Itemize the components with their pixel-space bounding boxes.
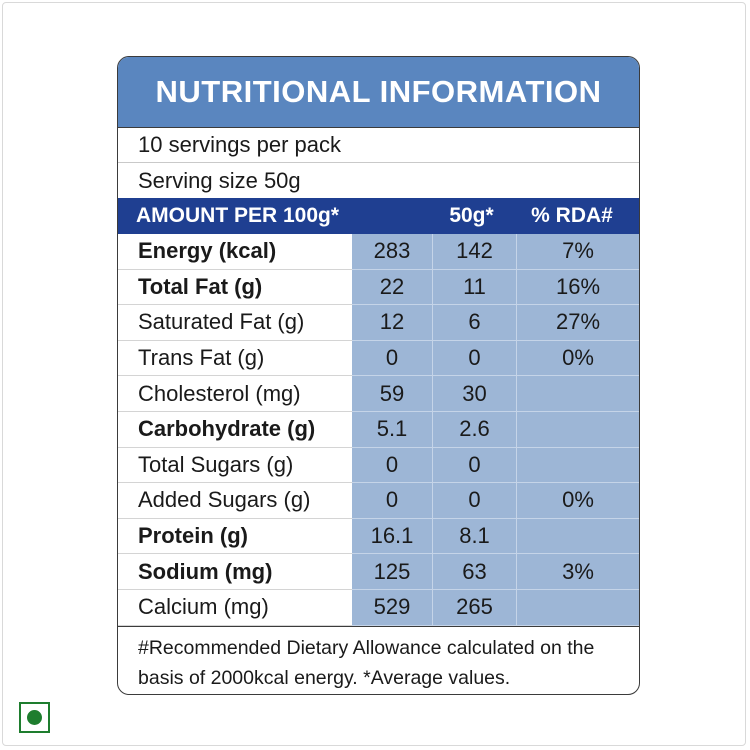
- table-body: Energy (kcal) 283 142 7% Total Fat (g) 22 11 16…: [118, 234, 639, 626]
- value-per-serving: 265: [433, 589, 517, 626]
- value-rda: [517, 411, 639, 448]
- table-row: Sodium (mg) 125 63 3%: [118, 554, 639, 590]
- value-rda: [517, 447, 639, 484]
- table-row: Energy (kcal) 283 142 7%: [118, 234, 639, 270]
- value-per-100g: 0: [352, 447, 433, 484]
- value-per-serving: 0: [433, 483, 517, 519]
- value-per-100g: 12: [352, 305, 433, 341]
- value-rda: [517, 376, 639, 412]
- value-per-100g: 283: [352, 234, 433, 270]
- table-row: Trans Fat (g) 0 0 0%: [118, 340, 639, 377]
- header-per-serving: 50g*: [449, 204, 494, 227]
- value-rda: 7%: [517, 234, 639, 270]
- value-per-100g: 5.1: [352, 411, 433, 448]
- value-per-100g: 0: [352, 340, 433, 377]
- value-per-serving: 30: [433, 376, 517, 412]
- nutrient-label: Total Sugars (g): [118, 447, 352, 484]
- table-row: Calcium (mg) 529 265: [118, 589, 639, 626]
- value-per-100g: 22: [352, 269, 433, 306]
- nutrient-label: Added Sugars (g): [118, 483, 352, 519]
- table-row: Carbohydrate (g) 5.1 2.6: [118, 411, 639, 448]
- header-amount: AMOUNT PER 100g*: [136, 204, 340, 227]
- value-per-serving: 0: [433, 447, 517, 484]
- table-title: NUTRITIONAL INFORMATION: [118, 57, 639, 128]
- nutrient-label: Protein (g): [118, 518, 352, 555]
- value-per-100g: 529: [352, 589, 433, 626]
- table-header: AMOUNT PER 100g* 50g* % RDA#: [118, 198, 639, 234]
- value-per-serving: 0: [433, 340, 517, 377]
- value-per-serving: 6: [433, 305, 517, 341]
- value-rda: 0%: [517, 340, 639, 377]
- nutrient-label: Carbohydrate (g): [118, 411, 352, 448]
- table-row: Protein (g) 16.1 8.1: [118, 518, 639, 555]
- nutrient-label: Saturated Fat (g): [118, 305, 352, 341]
- value-per-serving: 11: [433, 269, 517, 306]
- nutrient-label: Total Fat (g): [118, 269, 352, 306]
- table-row: Cholesterol (mg) 59 30: [118, 376, 639, 412]
- servings-per-pack: 10 servings per pack: [118, 128, 639, 163]
- nutrient-label: Sodium (mg): [118, 554, 352, 590]
- value-rda: 16%: [517, 269, 639, 306]
- value-per-100g: 16.1: [352, 518, 433, 555]
- footnote: #Recommended Dietary Allowance calculate…: [118, 625, 639, 693]
- value-rda: [517, 589, 639, 626]
- table-row: Total Fat (g) 22 11 16%: [118, 269, 639, 306]
- value-per-100g: 125: [352, 554, 433, 590]
- value-per-100g: 59: [352, 376, 433, 412]
- nutrient-label: Calcium (mg): [118, 589, 352, 626]
- veg-mark-icon: [19, 702, 50, 733]
- table-row: Added Sugars (g) 0 0 0%: [118, 483, 639, 519]
- nutrient-label: Trans Fat (g): [118, 340, 352, 377]
- serving-size: Serving size 50g: [138, 167, 301, 193]
- nutrient-label: Cholesterol (mg): [118, 376, 352, 412]
- header-rda: % RDA#: [531, 204, 613, 227]
- value-rda: [517, 518, 639, 555]
- footnote-line-1: #Recommended Dietary Allowance calculate…: [138, 636, 595, 659]
- value-rda: 3%: [517, 554, 639, 590]
- value-per-serving: 8.1: [433, 518, 517, 555]
- nutrition-table: NUTRITIONAL INFORMATION 10 servings per …: [117, 56, 640, 695]
- table-row: Total Sugars (g) 0 0: [118, 447, 639, 484]
- value-per-serving: 63: [433, 554, 517, 590]
- nutrient-label: Energy (kcal): [118, 234, 352, 270]
- value-rda: 27%: [517, 305, 639, 341]
- value-per-serving: 142: [433, 234, 517, 270]
- footnote-line-2: basis of 2000kcal energy. *Average value…: [138, 666, 511, 689]
- value-rda: 0%: [517, 483, 639, 519]
- table-row: Saturated Fat (g) 12 6 27%: [118, 305, 639, 341]
- value-per-100g: 0: [352, 483, 433, 519]
- veg-mark-dot: [27, 710, 42, 725]
- value-per-serving: 2.6: [433, 411, 517, 448]
